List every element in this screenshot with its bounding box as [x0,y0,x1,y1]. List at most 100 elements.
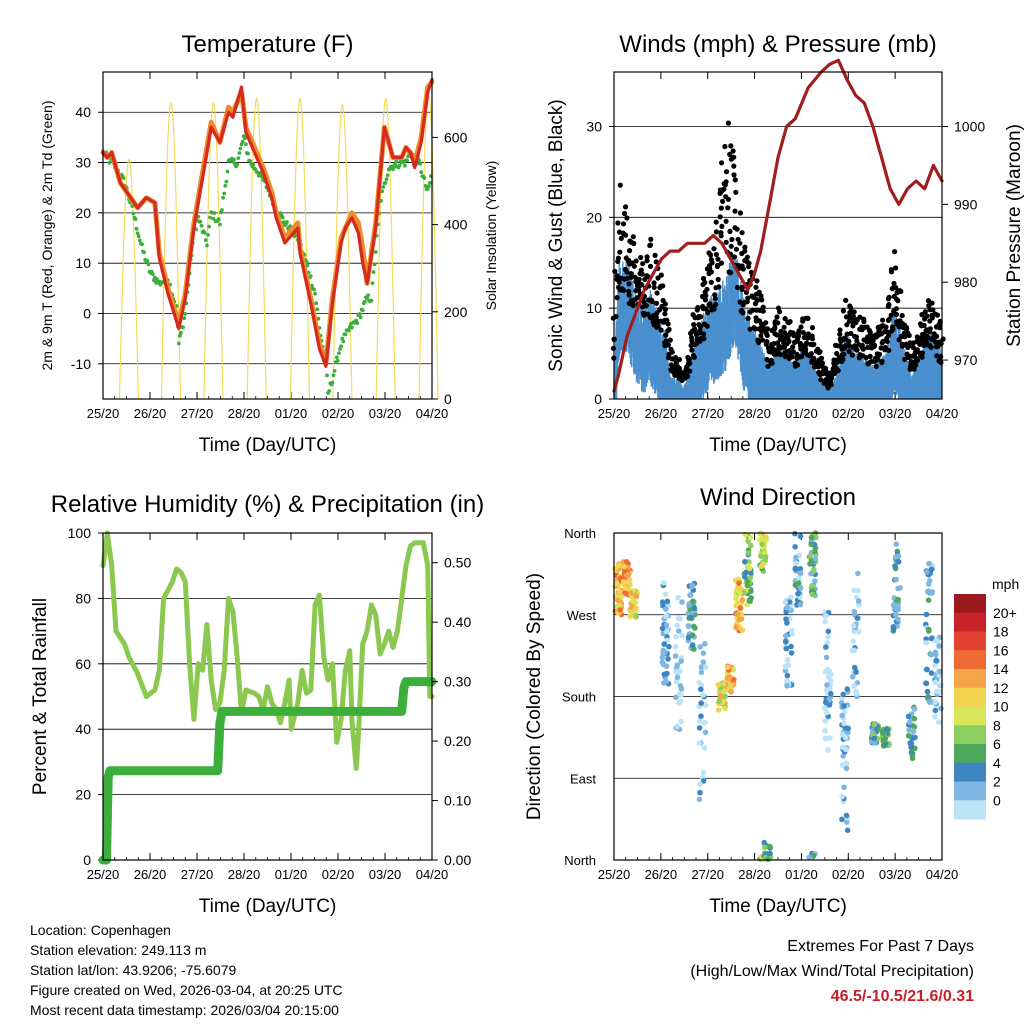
solar-insolation-line [246,97,267,400]
gust-point [711,246,717,252]
y-tick-label: 0 [83,852,91,868]
direction-point [616,602,623,609]
direction-point [841,720,847,727]
gust-point [754,297,761,303]
gust-point [632,274,638,280]
direction-point [792,530,798,537]
gust-point [918,353,924,359]
direction-point [623,559,630,565]
y2-tick-label: 0.50 [444,555,471,571]
gust-point [753,315,759,321]
gust-point [662,311,668,317]
direction-point [737,590,743,596]
dewpoint-point [134,226,139,231]
dewpoint-point [394,159,399,164]
direction-point [715,682,722,688]
direction-point [893,554,899,560]
direction-point [822,728,828,734]
direction-point [717,692,724,699]
gust-point [763,320,769,326]
direction-point [700,692,706,698]
direction-point [696,680,703,686]
direction-point [871,740,877,746]
x-tick-label: 26/20 [134,406,167,421]
dewpoint-point [179,330,183,335]
direction-point [855,570,861,577]
gust-point [759,297,765,303]
gust-point [734,226,740,232]
direction-point [784,683,790,689]
dewpoint-point [358,315,363,320]
direction-point [839,816,845,823]
temperature-ylabel: 2m & 9m T (Red, Orange) & 2m Td (Green) [39,101,55,371]
direction-point [627,590,634,596]
direction-tick-label: North [564,853,596,868]
gust-point [701,336,707,342]
direction-point [615,597,621,604]
gust-point [700,275,707,282]
direction-point [675,594,681,601]
gust-point [713,219,719,225]
gust-point [627,248,633,254]
y-tick-label: 40 [75,104,91,120]
x-tick-label: 26/20 [134,867,167,882]
x-tick-label: 03/20 [879,406,912,421]
gust-point [618,235,624,241]
direction-point [895,596,901,603]
gust-point [897,288,903,294]
direction-point [748,542,754,549]
direction-point [697,789,703,796]
gust-point [652,252,658,258]
dewpoint-point [225,169,230,174]
direction-point [825,674,832,680]
direction-point [845,725,851,732]
dewpoint-point [419,170,424,175]
dewpoint-point [199,223,204,228]
direction-point [702,729,709,736]
colorbar-swatch [954,594,986,614]
x-tick-label: 04/20 [416,867,449,882]
gust-point [721,186,727,192]
x-tick-label: 27/20 [691,867,724,882]
direction-point [745,550,752,556]
gust-point [781,324,787,330]
direction-point [823,644,829,650]
direction-point [938,705,944,712]
gust-point [764,332,770,339]
dewpoint-point [366,293,370,298]
gust-point [920,331,926,337]
direction-point [823,654,830,661]
gust-point [843,297,849,303]
gust-point [906,343,912,349]
direction-point [724,675,731,681]
dewpoint-point [383,181,388,185]
dewpoint-point [371,270,376,274]
direction-point [844,827,851,834]
y-tick-label: 20 [75,205,91,221]
direction-point [793,554,799,561]
gust-point [714,263,721,270]
dewpoint-point [316,316,321,321]
gust-point [742,248,748,254]
gust-point [638,254,644,261]
direction-point [674,662,681,668]
gust-point [708,269,714,275]
direction-point [797,533,804,540]
colorbar-label: 16 [993,642,1009,658]
direction-point [928,635,935,642]
direction-point [698,686,704,693]
dewpoint-point [355,321,360,325]
dewpoint-point [365,296,369,301]
direction-point [744,582,751,589]
direction-point [824,682,830,688]
dewpoint-point [340,336,345,341]
direction-point [824,639,831,646]
direction-point [812,556,819,562]
y-tick-label: 40 [75,721,91,737]
direction-point [736,580,742,586]
direction-point [932,699,938,705]
direction-point [633,613,639,619]
direction-point [782,667,789,674]
dewpoint-point [146,262,151,267]
direction-point [924,588,931,595]
